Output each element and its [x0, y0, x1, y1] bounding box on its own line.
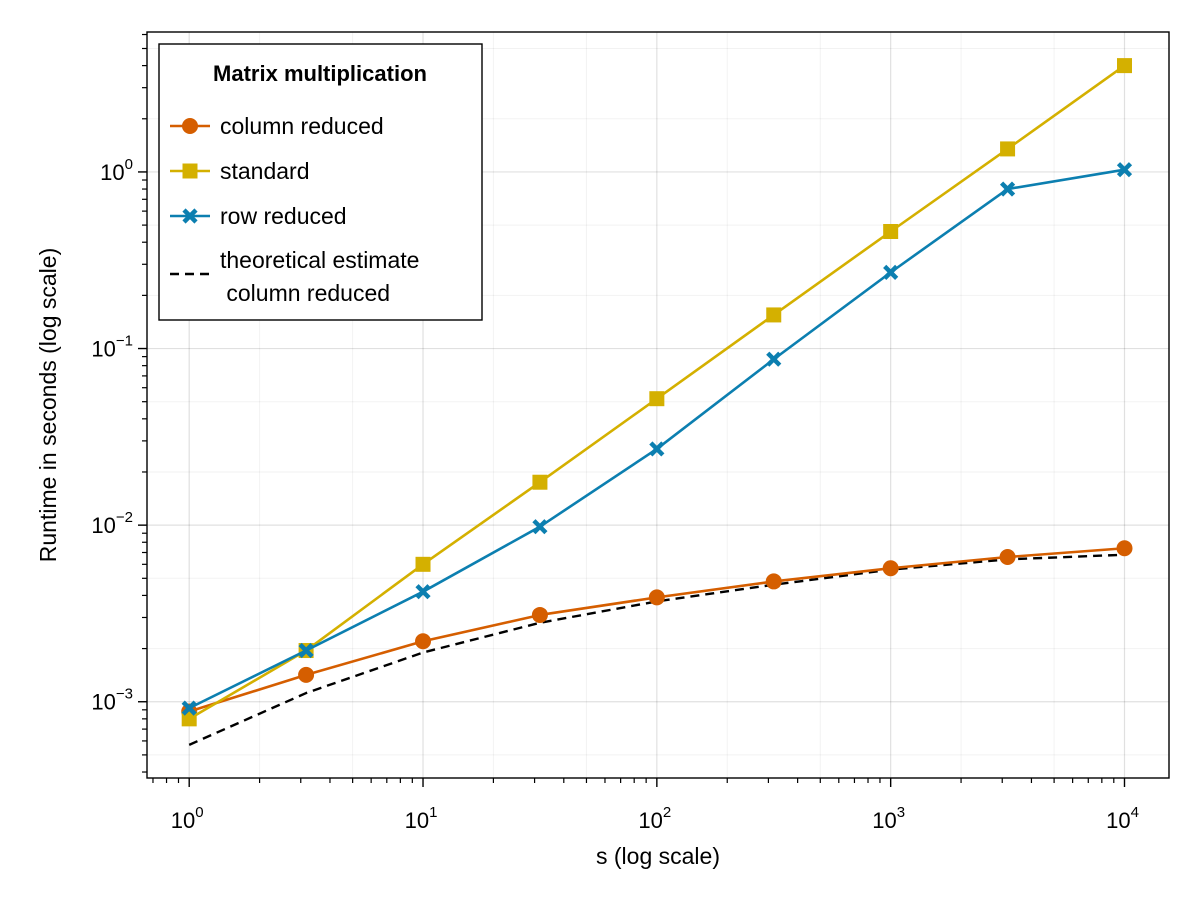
x-tick-label-base: 10 [405, 808, 429, 833]
x-tick-label-exponent: 4 [1131, 804, 1139, 821]
legend-title: Matrix multiplication [213, 61, 427, 86]
data-point [649, 441, 665, 457]
series-row-reduced [181, 162, 1133, 716]
marker-stroke [182, 208, 198, 224]
marker-stroke [1116, 162, 1133, 178]
x-tick-label-base: 10 [1106, 808, 1130, 833]
legend-label-line: standard [220, 158, 310, 184]
data-point [415, 584, 431, 600]
data-point [883, 223, 899, 239]
y-tick-label-exponent: −3 [116, 686, 133, 703]
legend-entry: standard [170, 158, 310, 184]
series-layer [181, 58, 1133, 746]
data-point [766, 307, 782, 323]
axis-ticks [138, 33, 1126, 787]
marker-stroke [415, 584, 431, 600]
marker-stroke [298, 642, 314, 659]
data-point [1116, 162, 1133, 178]
legend-label-line: column reduced [220, 280, 390, 306]
x-tick-label-base: 10 [171, 808, 195, 833]
data-point [1000, 141, 1016, 157]
legend-label-line: row reduced [220, 203, 347, 229]
y-axis-title: Runtime in seconds (log scale) [35, 248, 61, 562]
data-point [766, 351, 782, 367]
data-point [415, 633, 432, 650]
x-tick-label: 100 [171, 804, 204, 833]
legend-swatch-marker [182, 118, 198, 134]
legend-label-line: theoretical estimate [220, 247, 419, 273]
data-point [1116, 540, 1133, 557]
legend-label: standard [220, 158, 310, 184]
y-tick-label: 10−1 [91, 333, 133, 362]
x-tick-label: 104 [1106, 804, 1139, 833]
legend: Matrix multiplication column reduced stan… [158, 43, 483, 321]
legend-box [158, 43, 483, 321]
x-tick-label: 101 [405, 804, 438, 833]
y-tick-label-base: 10 [91, 690, 115, 715]
x-tick-label-exponent: 0 [195, 804, 203, 821]
data-point [1116, 58, 1132, 74]
y-tick-label-base: 10 [100, 160, 124, 185]
marker-stroke [532, 519, 548, 535]
legend-label: row reduced [220, 203, 347, 229]
data-point [999, 181, 1016, 197]
data-point [532, 519, 548, 535]
y-tick-label-base: 10 [91, 337, 115, 362]
data-point [181, 700, 197, 716]
y-tick-label-exponent: −2 [116, 509, 133, 526]
series-theoretical-estimate-column-reduced [188, 553, 1125, 746]
y-tick-label-base: 10 [91, 513, 115, 538]
x-axis-title: s (log scale) [596, 843, 720, 869]
marker-stroke [766, 351, 782, 367]
legend-swatch-marker [182, 163, 198, 179]
x-tick-label-exponent: 2 [663, 804, 671, 821]
legend-entries: column reduced standard row reduced theoret… [170, 113, 419, 306]
series-line [188, 553, 1125, 746]
x-tick-label-exponent: 1 [429, 804, 437, 821]
plot-frame [146, 31, 1170, 779]
data-point [883, 264, 899, 280]
data-point [298, 642, 314, 659]
legend-entry: theoretical estimate column reduced [170, 247, 419, 306]
x-tick-label-exponent: 3 [897, 804, 905, 821]
x-tick-label: 103 [872, 804, 905, 833]
x-tick-label-base: 10 [638, 808, 662, 833]
minor-gridlines [147, 32, 1169, 778]
data-point [648, 589, 665, 606]
data-point [531, 606, 548, 623]
legend-swatch-marker [182, 208, 198, 224]
marker-stroke [649, 441, 665, 457]
y-tick-label: 100 [100, 156, 133, 185]
data-point [532, 474, 548, 490]
legend-entry: row reduced [170, 203, 347, 229]
data-point [649, 391, 665, 407]
marker-stroke [181, 700, 197, 716]
legend-label-line: column reduced [220, 113, 384, 139]
legend-label: column reduced [220, 113, 384, 139]
marker-stroke [999, 181, 1016, 197]
y-tick-label-exponent: 0 [125, 156, 133, 173]
y-tick-label-exponent: −1 [116, 333, 133, 350]
data-point [999, 549, 1016, 566]
marker-stroke [883, 264, 899, 280]
legend-entry: column reduced [170, 113, 384, 139]
data-point [765, 573, 782, 590]
x-tick-label-base: 10 [872, 808, 896, 833]
data-point [882, 560, 899, 577]
data-point [298, 666, 315, 683]
y-tick-label: 10−3 [91, 686, 133, 715]
legend-label: theoretical estimate column reduced [220, 247, 419, 306]
x-tick-label: 102 [638, 804, 671, 833]
y-tick-label: 10−2 [91, 509, 133, 538]
data-point [415, 556, 431, 572]
data-point [181, 711, 197, 727]
